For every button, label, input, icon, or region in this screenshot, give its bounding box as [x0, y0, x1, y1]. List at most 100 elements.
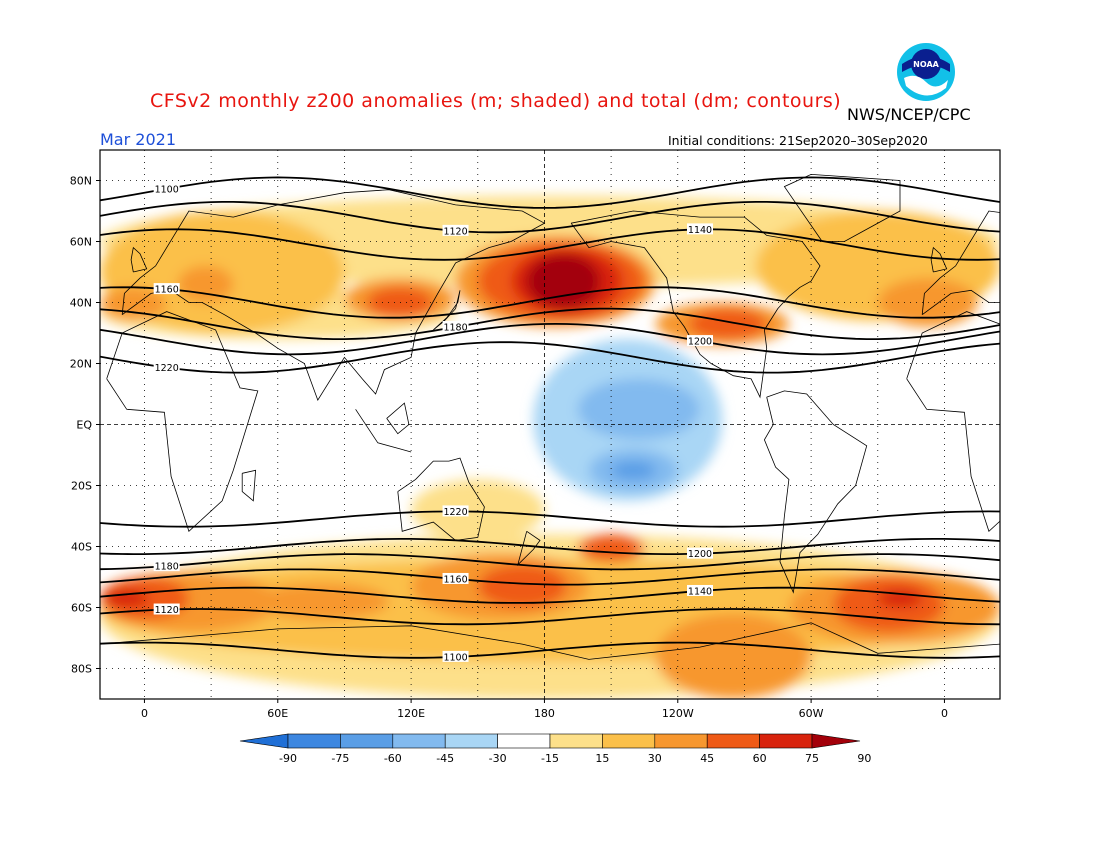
- contour-line: [100, 201, 1000, 234]
- agency-label: NWS/NCEP/CPC: [847, 105, 971, 124]
- coastline: [517, 530, 541, 567]
- contour-label-bg: [153, 182, 180, 194]
- anomaly-blob: [411, 479, 545, 541]
- contour-label-bg: [442, 505, 469, 517]
- contour-label: 1100: [155, 184, 179, 195]
- coastline: [930, 246, 948, 273]
- anomaly-blob: [577, 378, 701, 440]
- coastline: [433, 290, 461, 331]
- colorbar: -90 -75 -60 -45 -30 -15 15 30 45 60 75 90: [239, 733, 871, 765]
- contour-label-bg: [153, 603, 180, 615]
- lat-tick-label: 60S: [71, 602, 92, 615]
- contour-label: 1140: [688, 586, 712, 597]
- contour-label: 1140: [688, 225, 712, 236]
- colorbar-box: [444, 733, 498, 749]
- contour-label: 1100: [443, 652, 467, 663]
- colorbar-tick-label: 90: [857, 752, 871, 765]
- height-contours: 1100 1120 1140 1160 1180 1200 1220 1220 1200 1180…: [100, 176, 1000, 663]
- initial-conditions-label: Initial conditions: 21Sep2020–30Sep2020: [668, 133, 928, 148]
- lat-tick-label: 20N: [70, 358, 92, 371]
- contour-label-bg: [153, 560, 180, 572]
- contour-label-bg: [153, 283, 180, 295]
- contour-label-bg: [442, 572, 469, 584]
- colorbar-tick-label: -90: [279, 752, 297, 765]
- colorbar-arrow-high: [811, 733, 861, 749]
- colorbar-tick-label: -45: [436, 752, 454, 765]
- lat-tick-label: 60N: [70, 236, 92, 249]
- coastline: [386, 402, 410, 435]
- colorbar-box: [602, 733, 656, 749]
- colorbar-tick-label: -30: [489, 752, 507, 765]
- contour-label: 1220: [155, 363, 179, 374]
- lon-tick-label: 120W: [662, 707, 694, 720]
- anomaly-blob: [177, 265, 234, 303]
- contour-label-bg: [687, 547, 713, 559]
- colorbar-tick-label: 60: [753, 752, 767, 765]
- contour-label: 1180: [443, 323, 467, 334]
- coastline: [906, 311, 1000, 533]
- contour-line: [100, 510, 1000, 528]
- contour-label: 1160: [155, 285, 179, 296]
- contour-label: 1200: [688, 337, 712, 348]
- contour-label-bg: [687, 223, 713, 235]
- contour-line: [100, 286, 1000, 319]
- contour-line: [100, 538, 1000, 555]
- colorbar-box: [549, 733, 603, 749]
- contour-line: [100, 307, 1000, 340]
- contour-label: 1200: [688, 549, 712, 560]
- noaa-logo-icon: NOAA: [897, 43, 955, 101]
- contour-label-bg: [442, 650, 469, 662]
- lat-tick-label: EQ: [76, 419, 92, 432]
- contour-line: [100, 586, 1000, 604]
- contour-line: [100, 553, 1000, 571]
- coastline: [397, 457, 485, 541]
- contour-line: [100, 228, 1000, 261]
- contour-label-bg: [442, 321, 469, 333]
- anomaly-blob: [877, 278, 978, 327]
- contour-line: [100, 176, 1000, 209]
- coastline: [121, 189, 546, 402]
- anomaly-blob: [577, 534, 645, 562]
- colorbar-box: [287, 733, 341, 749]
- map-axes: 80N 60N 40N 20N EQ 20S 40S 60S 80S 0 60E 120E 180 120…: [70, 175, 948, 721]
- lon-tick-label: 120E: [397, 707, 425, 720]
- chart-title: CFSv2 monthly z200 anomalies (m; shaded)…: [150, 90, 842, 112]
- colorbar-arrow-low: [239, 733, 289, 749]
- lon-tick-label: 60E: [267, 707, 288, 720]
- colorbar-tick-label: 30: [648, 752, 662, 765]
- contour-label: 1220: [443, 507, 467, 518]
- coastline: [106, 311, 259, 533]
- colorbar-box: [654, 733, 708, 749]
- contour-label-bg: [153, 361, 180, 373]
- lat-tick-label: 40N: [70, 297, 92, 310]
- contour-label: 1120: [443, 226, 467, 237]
- coastline: [130, 246, 148, 273]
- noaa-logo-text: NOAA: [913, 60, 939, 69]
- colorbar-tick-label: 45: [700, 752, 714, 765]
- coastline: [570, 210, 821, 399]
- anomaly-blob: [100, 287, 167, 321]
- colorbar-box: [392, 733, 446, 749]
- lon-tick-label: 60W: [799, 707, 824, 720]
- contour-label: 1180: [155, 562, 179, 573]
- anomaly-blob: [104, 589, 149, 608]
- contour-line: [100, 322, 1000, 356]
- lat-tick-label: 80S: [71, 663, 92, 676]
- coastline: [100, 622, 1000, 660]
- colorbar-box: [759, 733, 813, 749]
- lon-tick-label: 0: [941, 707, 948, 720]
- colorbar-tick-label: -75: [331, 752, 349, 765]
- colorbar-tick-label: -15: [541, 752, 559, 765]
- grid-lines: [100, 150, 1000, 699]
- contour-label: 1160: [443, 574, 467, 585]
- contour-line: [100, 568, 1000, 586]
- contour-line: [100, 608, 1000, 626]
- coastlines: [100, 173, 1000, 660]
- coastline: [355, 409, 412, 453]
- colorbar-box: [497, 733, 551, 749]
- coastline: [763, 390, 868, 594]
- anomaly-blob: [611, 461, 656, 480]
- anomaly-blob: [526, 253, 600, 309]
- anomaly-blob: [477, 564, 567, 608]
